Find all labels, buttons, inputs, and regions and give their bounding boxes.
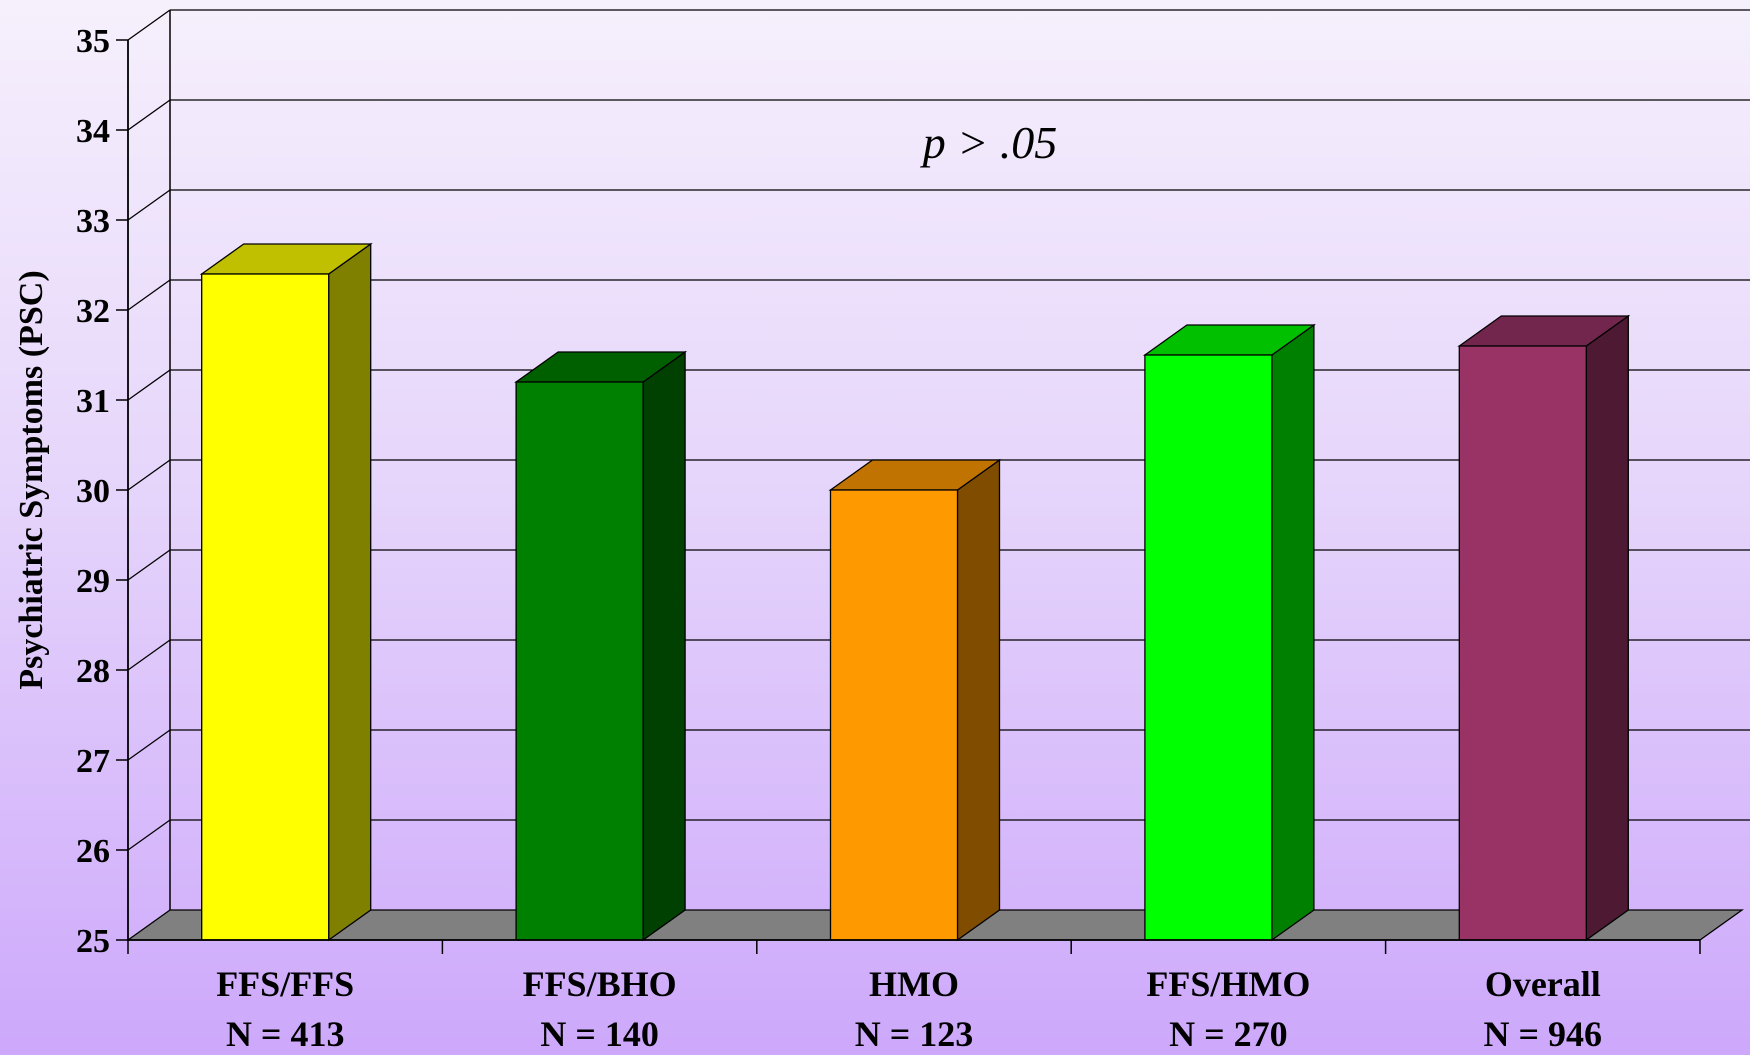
bar-side (1271, 323, 1315, 942)
gridline-diagonal (127, 459, 171, 491)
y-tick-label: 35 (76, 23, 110, 60)
x-category-label: Overall (1485, 964, 1601, 1004)
x-category-sublabel: N = 946 (1484, 1014, 1603, 1054)
bar-hmo (828, 458, 1002, 942)
gridline-diagonal (127, 549, 171, 581)
gridline-diagonal (127, 819, 171, 851)
gridline-diagonal (127, 279, 171, 311)
bar-front (1458, 345, 1587, 941)
y-tick-label: 34 (76, 113, 110, 150)
bar-ffs-hmo (1142, 323, 1316, 942)
y-tick-label: 29 (76, 563, 110, 600)
y-tick-label: 32 (76, 293, 110, 330)
x-category-sublabel: N = 270 (1169, 1014, 1288, 1054)
bar-front (1144, 354, 1273, 941)
bars-layer (199, 242, 1631, 942)
y-tick-label: 30 (76, 473, 110, 510)
gridline-diagonal (127, 99, 171, 131)
bar-overall (1457, 314, 1631, 942)
gridline-diagonal (127, 639, 171, 671)
y-axis-label: Psychiatric Symptoms (PSC) (13, 270, 50, 689)
bar-side (956, 458, 1001, 942)
y-tick-label: 27 (76, 743, 110, 780)
x-category-label: FFS/HMO (1146, 964, 1310, 1004)
gridline-diagonal (127, 9, 171, 41)
y-tick-label: 25 (76, 923, 110, 960)
y-tick-label: 26 (76, 833, 110, 870)
gridline-diagonal (127, 729, 171, 761)
x-category-label: FFS/BHO (523, 964, 677, 1004)
bar-side (328, 242, 372, 942)
x-category-label: FFS/FFS (216, 964, 354, 1004)
y-tick-label: 31 (76, 383, 110, 420)
y-tick-label: 28 (76, 653, 110, 690)
bar-front (515, 381, 644, 941)
gridline-diagonal (127, 189, 171, 221)
bar-ffs-bho (514, 350, 688, 942)
x-category-sublabel: N = 413 (226, 1014, 345, 1054)
axis-layer: 25 26 27 28 29 30 31 32 33 34 35 FFS/FFS N = 413 FFS/… (76, 23, 1701, 1054)
bar-ffs-ffs (199, 242, 373, 942)
x-category-label: HMO (869, 964, 959, 1004)
significance-annotation: p > .05 (920, 117, 1058, 168)
bar-front (829, 489, 959, 941)
bar-side (642, 350, 686, 942)
bar-side (1585, 314, 1629, 942)
gridline-diagonal (127, 369, 171, 401)
bar-front (201, 273, 330, 941)
x-category-sublabel: N = 123 (855, 1014, 974, 1054)
x-category-sublabel: N = 140 (540, 1014, 659, 1054)
y-tick-label: 33 (76, 203, 110, 240)
